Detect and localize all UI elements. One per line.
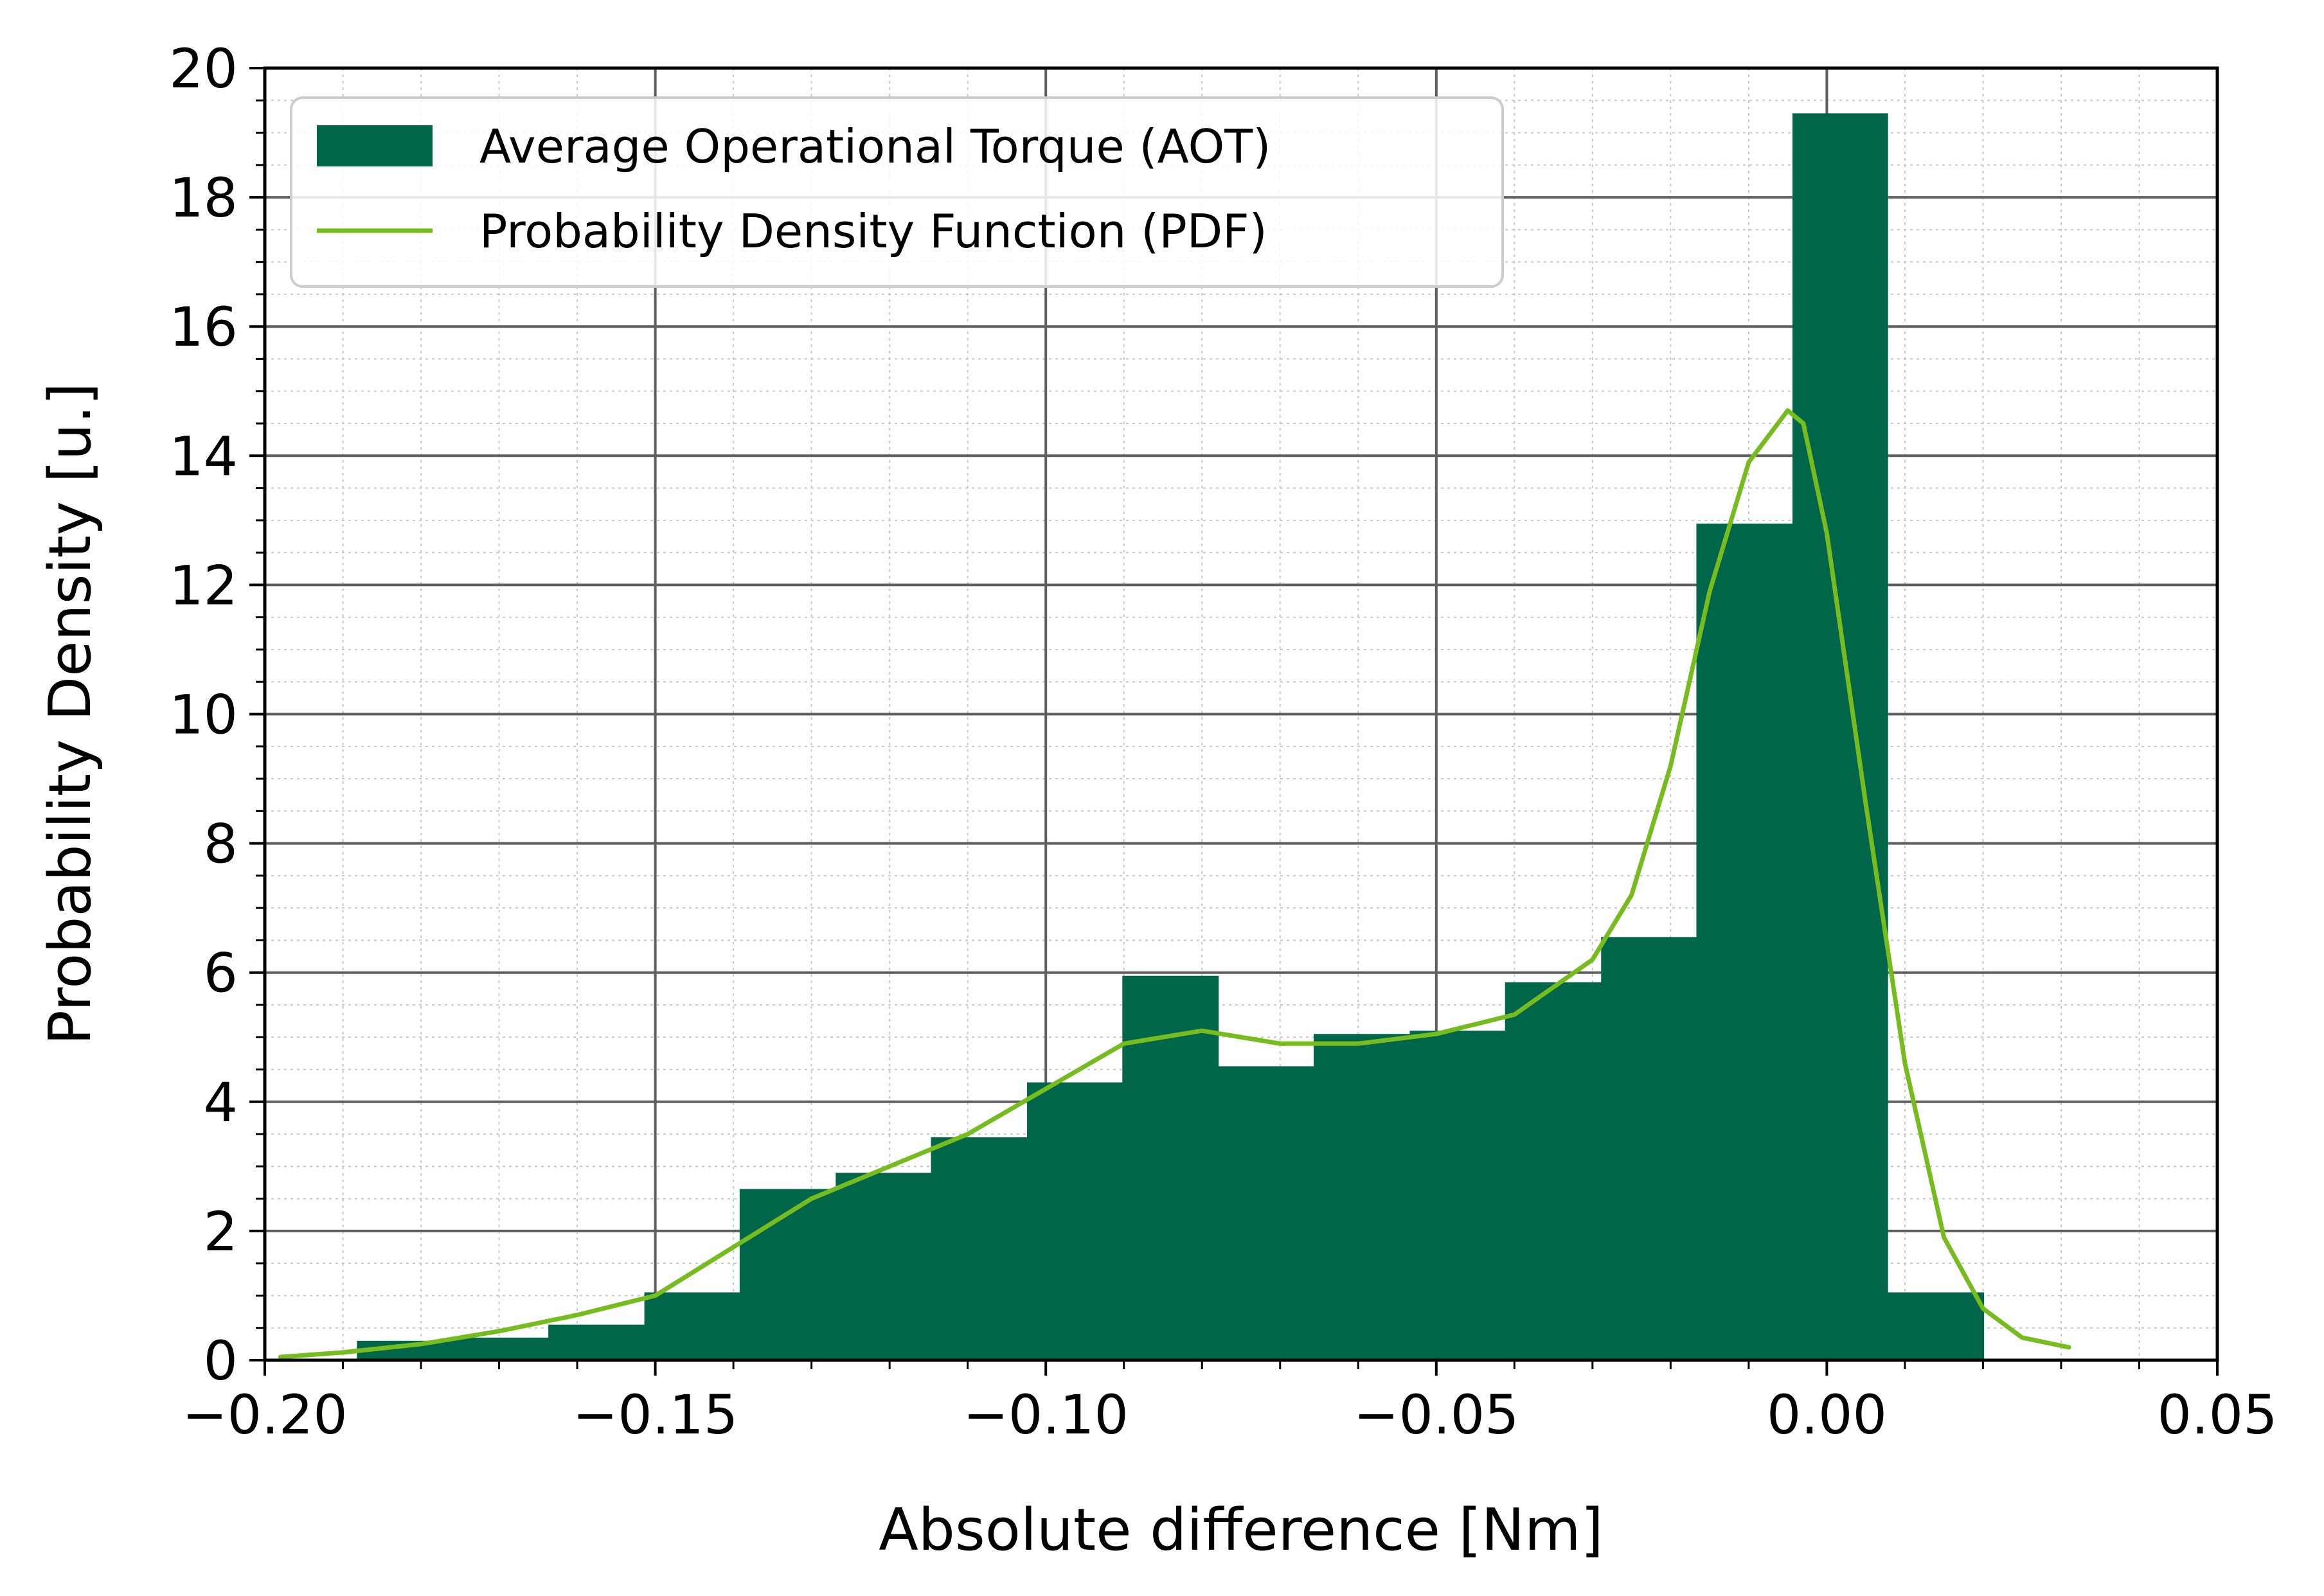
histogram-bar — [1027, 1082, 1123, 1360]
y-tick-label: 6 — [204, 942, 238, 1005]
y-tick-label: 12 — [169, 554, 238, 617]
histogram-bar — [1792, 113, 1888, 1360]
y-tick-label: 10 — [169, 684, 238, 747]
histogram-bar — [1218, 1066, 1314, 1360]
y-tick-label: 14 — [169, 425, 238, 488]
histogram-bar — [1888, 1292, 1985, 1360]
histogram-bar — [548, 1324, 645, 1360]
histogram-bar — [1601, 937, 1697, 1360]
histogram-bar — [1409, 1031, 1506, 1360]
histogram-bar — [1696, 523, 1793, 1361]
histogram-bar — [1122, 975, 1219, 1360]
legend-pdf-label: Probability Density Function (PDF) — [479, 204, 1267, 258]
y-tick-label: 8 — [204, 813, 238, 876]
x-tick-label: −0.05 — [1354, 1383, 1519, 1446]
histogram-bar — [836, 1173, 932, 1360]
x-tick-label: 0.05 — [2157, 1383, 2277, 1446]
y-axis-label: Probability Density [u.] — [37, 382, 104, 1045]
legend-histogram-label: Average Operational Torque (AOT) — [479, 120, 1271, 173]
x-tick-label: −0.10 — [963, 1383, 1128, 1446]
histogram-bar — [739, 1189, 836, 1360]
legend: Average Operational Torque (AOT) Probabi… — [290, 96, 1504, 288]
x-tick-label: 0.00 — [1767, 1383, 1887, 1446]
histogram-bar — [1314, 1034, 1410, 1360]
y-tick-label: 16 — [169, 296, 238, 359]
y-tick-label: 0 — [204, 1329, 238, 1392]
x-tick-label: −0.15 — [573, 1383, 738, 1446]
y-tick-label: 20 — [169, 37, 238, 100]
legend-box — [290, 96, 1504, 288]
y-axis-tick-labels: 0 2 4 6 8 10 12 14 16 18 20 — [169, 37, 238, 1392]
histogram-bar — [644, 1292, 740, 1360]
histogram-bar — [1505, 982, 1602, 1360]
histogram-bar — [452, 1337, 549, 1360]
pdf-line — [278, 408, 2071, 1360]
legend-histogram-swatch — [317, 125, 433, 166]
y-tick-label: 2 — [204, 1200, 238, 1263]
axis-ticks — [249, 67, 2219, 1376]
x-axis-tick-labels: −0.20 −0.15 −0.10 −0.05 0.00 0.05 — [182, 1383, 2277, 1446]
histogram-bar — [931, 1137, 1028, 1360]
x-axis-label: Absolute difference [Nm] — [879, 1496, 1604, 1564]
x-tick-label: −0.20 — [182, 1383, 347, 1446]
y-tick-label: 4 — [204, 1071, 238, 1134]
y-tick-label: 18 — [169, 166, 238, 229]
histogram-bars — [357, 113, 1985, 1361]
